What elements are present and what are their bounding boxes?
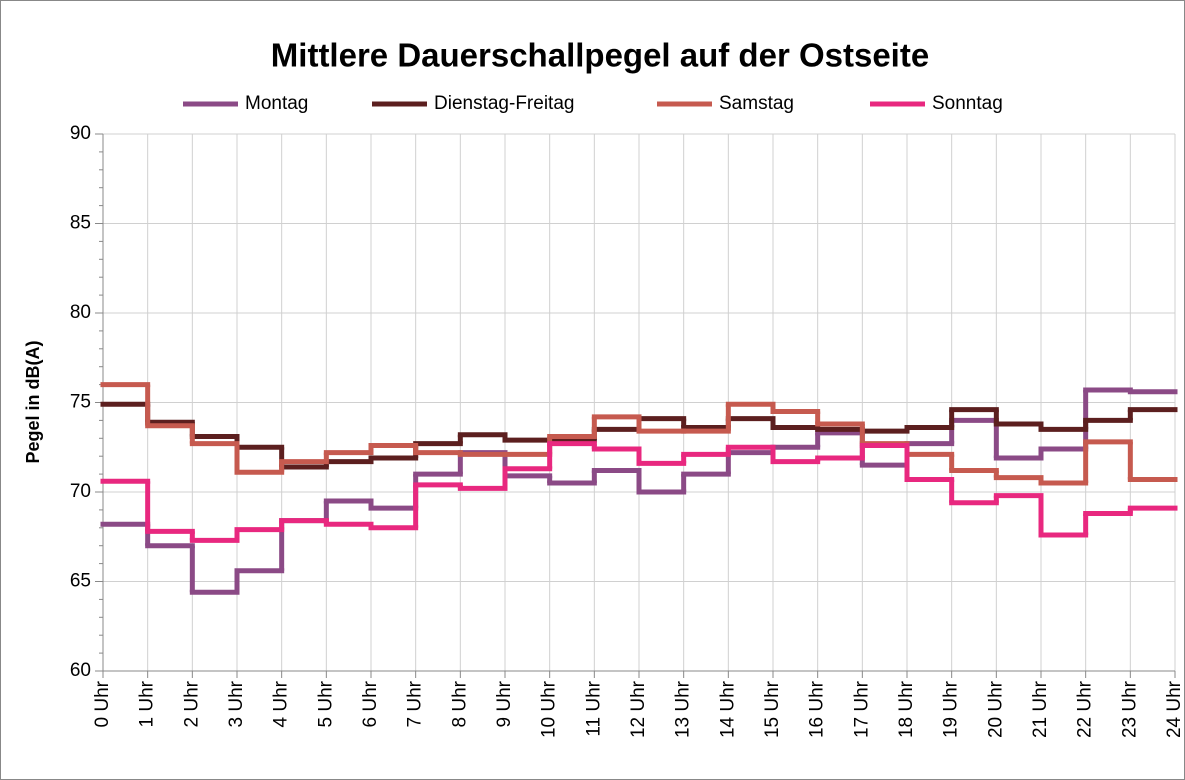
x-tick-label: 1 Uhr bbox=[137, 680, 158, 727]
x-tick-label: 14 Uhr bbox=[717, 680, 738, 738]
x-tick-label: 10 Uhr bbox=[539, 680, 560, 738]
x-tick-label: 13 Uhr bbox=[673, 680, 694, 738]
x-tick-label: 15 Uhr bbox=[762, 680, 783, 738]
x-tick-label: 16 Uhr bbox=[807, 680, 828, 738]
legend-label: Dienstag-Freitag bbox=[434, 93, 574, 114]
legend-label: Samstag bbox=[719, 93, 794, 114]
x-tick-label: 21 Uhr bbox=[1030, 680, 1051, 738]
y-tick-label: 65 bbox=[70, 571, 91, 592]
y-tick-label: 85 bbox=[70, 213, 91, 234]
x-tick-label: 23 Uhr bbox=[1119, 680, 1140, 738]
x-tick-label: 3 Uhr bbox=[226, 680, 247, 727]
legend-label: Montag bbox=[245, 93, 308, 114]
y-axis-label: Pegel in dB(A) bbox=[23, 340, 43, 463]
y-tick-label: 90 bbox=[70, 123, 91, 144]
x-tick-label: 0 Uhr bbox=[92, 680, 113, 727]
x-tick-label: 20 Uhr bbox=[985, 680, 1006, 738]
series bbox=[100, 387, 1178, 595]
series bbox=[100, 441, 1178, 543]
x-tick-label: 24 Uhr bbox=[1164, 680, 1185, 738]
series bbox=[100, 382, 1178, 486]
y-tick-label: 70 bbox=[70, 481, 91, 502]
x-tick-label: 8 Uhr bbox=[449, 680, 470, 727]
y-tick-label: 60 bbox=[70, 660, 91, 681]
y-tick-label: 75 bbox=[70, 392, 91, 413]
x-tick-label: 9 Uhr bbox=[494, 680, 515, 727]
x-tick-label: 6 Uhr bbox=[360, 680, 381, 727]
x-tick-label: 11 Uhr bbox=[583, 680, 604, 736]
x-tick-label: 2 Uhr bbox=[181, 680, 202, 727]
x-tick-label: 18 Uhr bbox=[896, 680, 917, 738]
legend-label: Sonntag bbox=[932, 93, 1003, 114]
x-tick-label: 7 Uhr bbox=[405, 680, 426, 727]
x-tick-label: 17 Uhr bbox=[851, 680, 872, 738]
x-tick-label: 5 Uhr bbox=[315, 680, 336, 727]
x-tick-label: 12 Uhr bbox=[628, 680, 649, 738]
y-tick-label: 80 bbox=[70, 302, 91, 323]
x-tick-label: 19 Uhr bbox=[941, 680, 962, 738]
x-tick-label: 22 Uhr bbox=[1075, 680, 1096, 738]
x-tick-label: 4 Uhr bbox=[271, 680, 292, 727]
series bbox=[100, 401, 1178, 470]
chart-title: Mittlere Dauerschallpegel auf der Ostsei… bbox=[271, 37, 929, 74]
